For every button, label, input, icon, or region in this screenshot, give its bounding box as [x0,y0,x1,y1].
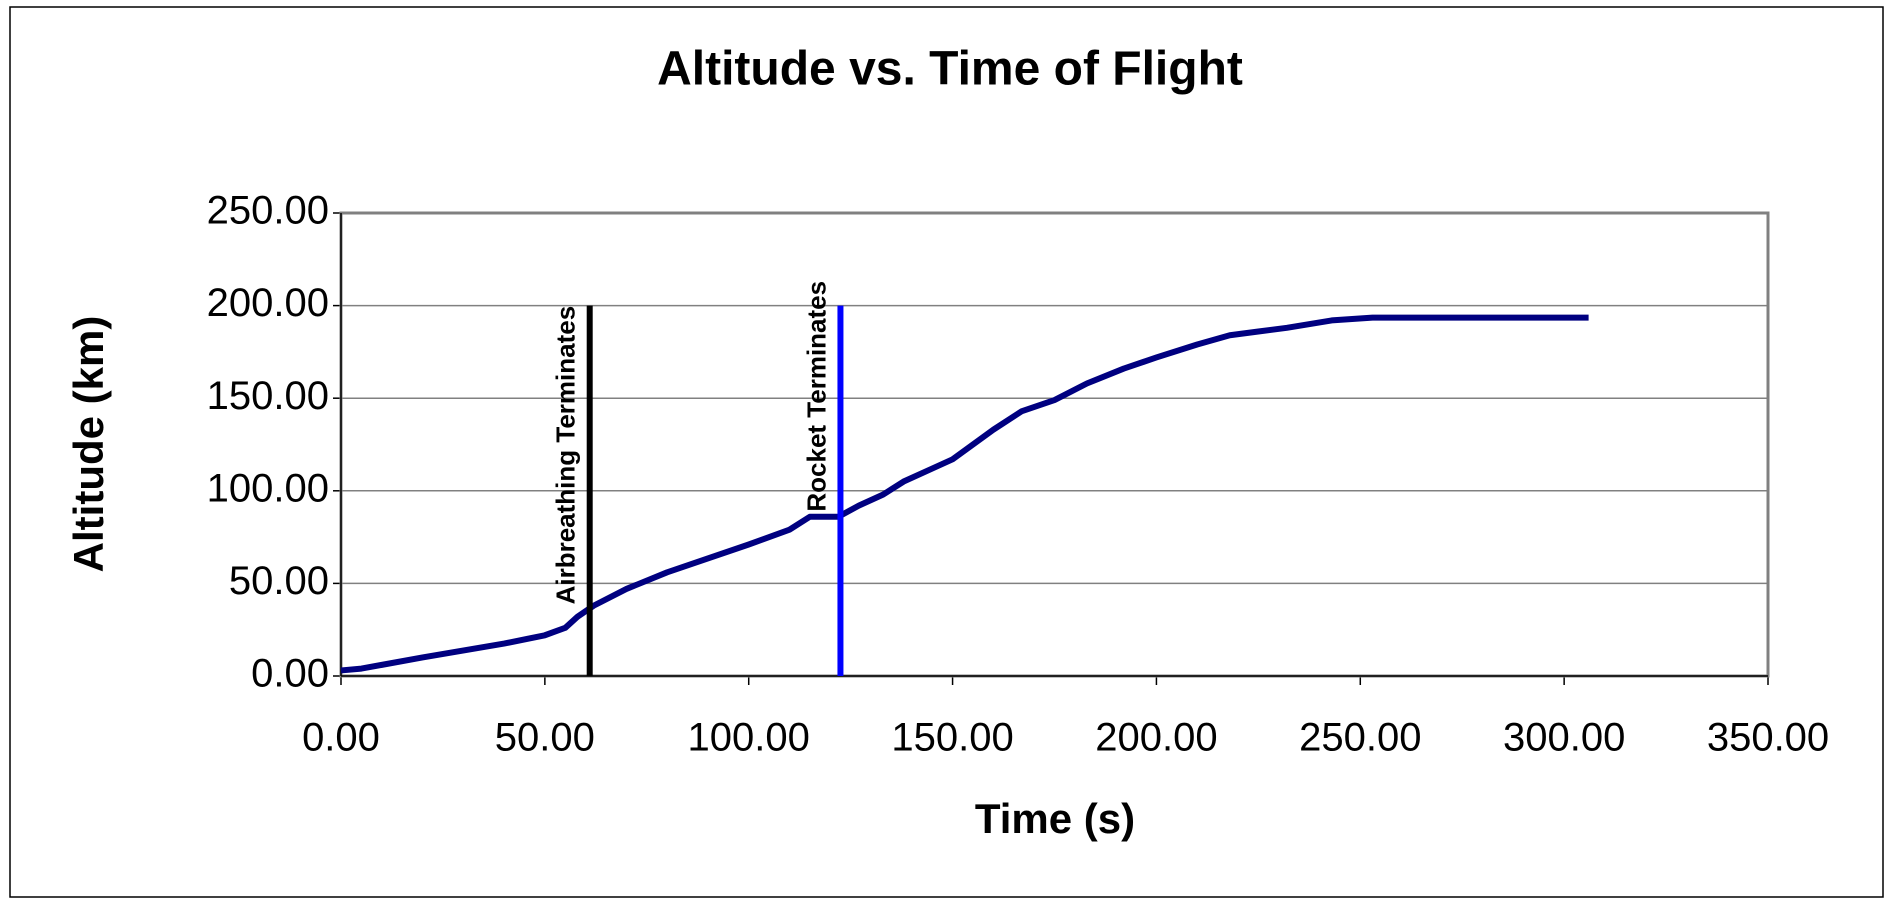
chart-frame [9,6,1884,898]
x-tick-label: 350.00 [1707,716,1829,760]
x-tick-label: 250.00 [1299,716,1421,760]
y-tick-label: 150.00 [207,374,329,418]
y-tick-label: 250.00 [207,189,329,233]
x-tick-label: 50.00 [495,716,595,760]
x-tick-label: 100.00 [688,716,810,760]
y-tick-label: 200.00 [207,281,329,325]
x-tick-label: 150.00 [891,716,1013,760]
marker-label: Rocket Terminates [801,281,831,512]
x-tick-label: 0.00 [302,716,380,760]
x-tick-label: 200.00 [1095,716,1217,760]
marker-label: Airbreathing Terminates [551,306,581,605]
y-axis-label: Altitude (km) [65,316,112,573]
x-axis-label: Time (s) [975,795,1135,842]
chart-title: Altitude vs. Time of Flight [657,43,1243,96]
y-tick-label: 50.00 [229,559,329,603]
y-tick-label: 0.00 [251,652,329,696]
y-tick-label: 100.00 [207,466,329,510]
x-tick-label: 300.00 [1503,716,1625,760]
series-line [340,314,1589,674]
